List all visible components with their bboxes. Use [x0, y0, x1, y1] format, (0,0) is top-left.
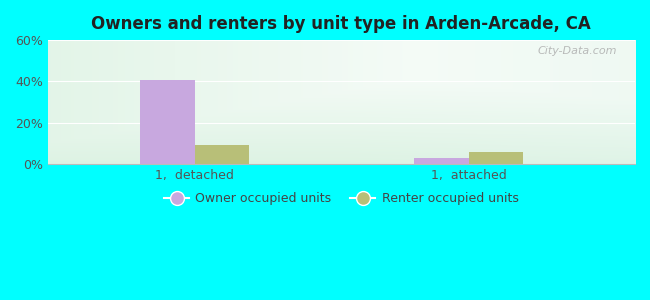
Bar: [414, 158, 469, 164]
Bar: [469, 152, 523, 164]
Legend: Owner occupied units, Renter occupied units: Owner occupied units, Renter occupied un…: [159, 187, 523, 210]
Text: City-Data.com: City-Data.com: [538, 46, 617, 56]
Bar: [194, 145, 250, 164]
Title: Owners and renters by unit type in Arden-Arcade, CA: Owners and renters by unit type in Arden…: [92, 15, 592, 33]
Bar: [140, 80, 194, 164]
